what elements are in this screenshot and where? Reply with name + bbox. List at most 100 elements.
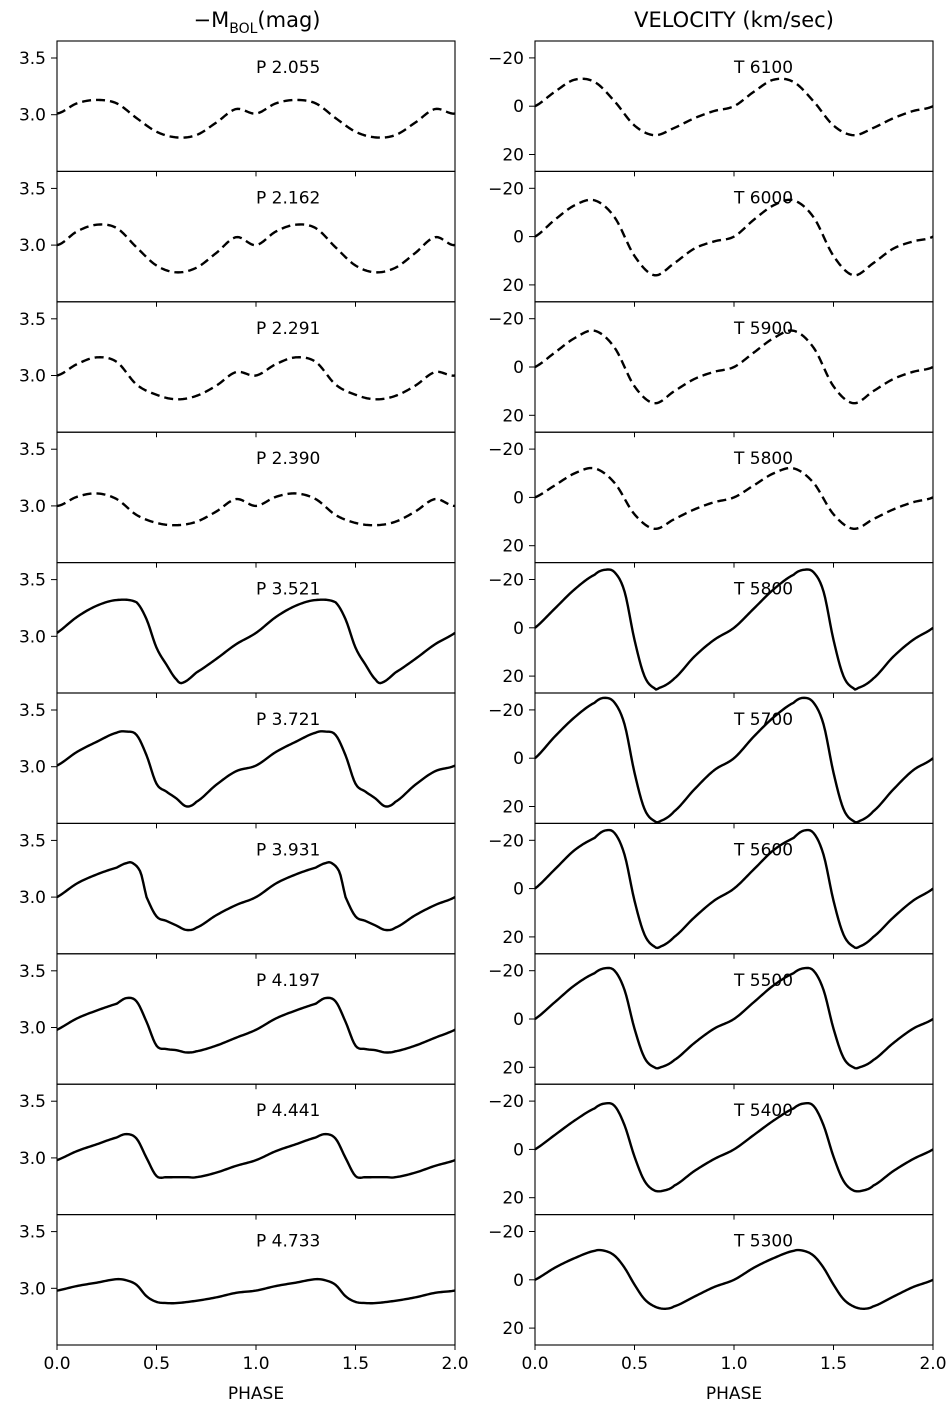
x-tick-label: 0.0 <box>521 1354 548 1374</box>
panel-label: P 3.721 <box>256 710 320 730</box>
panel-velocity-3: 20 0 −20 T 5900 <box>488 301 934 438</box>
y-tick-label: 0 <box>513 1140 524 1160</box>
y-tick-label: −20 <box>488 831 524 851</box>
series-line <box>56 1277 456 1305</box>
x-tick-label: 1.0 <box>242 1354 269 1374</box>
x-tick-label: 0.5 <box>621 1354 648 1374</box>
x-axis-label: PHASE <box>706 1384 762 1404</box>
y-tick-label: 3.5 <box>19 440 46 460</box>
y-tick-label: 3.5 <box>19 962 46 982</box>
series-line <box>534 568 934 691</box>
y-tick-label: −20 <box>488 1223 524 1243</box>
panel-label: T 5800 <box>733 580 793 600</box>
left-column-title-subscript: BOL <box>229 21 257 37</box>
y-tick-label: 3.5 <box>19 571 46 591</box>
y-tick-label: −20 <box>488 440 524 460</box>
panel-magnitude-8: 3.5 3.0 P 4.197 <box>19 953 456 1090</box>
velocity-column: 20 0 −20 T 6100 20 0 −20 T 6000 20 0 −20 T 5900 20 0 −… <box>488 40 947 1404</box>
y-tick-label: 3.5 <box>19 1223 46 1243</box>
y-tick-label: 0 <box>513 749 524 769</box>
y-tick-label: 3.0 <box>19 367 46 387</box>
panel-magnitude-6: 3.5 3.0 P 3.721 <box>19 692 456 829</box>
panel-velocity-8: 20 0 −20 T 5500 <box>488 953 934 1090</box>
series-line <box>534 966 934 1070</box>
panel-velocity-2: 20 0 −20 T 6000 <box>488 170 934 307</box>
panel-label: P 2.291 <box>256 319 320 339</box>
y-tick-label: 20 <box>502 537 524 557</box>
panel-magnitude-4: 3.5 3.0 P 2.390 <box>19 431 456 568</box>
panel-magnitude-1: 3.5 3.0 P 2.055 <box>19 40 456 177</box>
y-tick-label: 0 <box>513 880 524 900</box>
y-tick-label: 3.0 <box>19 1019 46 1039</box>
y-tick-label: −20 <box>488 310 524 330</box>
series-line <box>56 98 456 139</box>
y-tick-label: 3.0 <box>19 1149 46 1169</box>
series-line <box>534 1248 934 1310</box>
series-line <box>534 198 934 277</box>
x-tick-label: 0.0 <box>43 1354 70 1374</box>
panel-velocity-4: 20 0 −20 T 5800 <box>488 431 934 568</box>
x-tick-label: 2.0 <box>919 1354 946 1374</box>
x-tick-label: 0.5 <box>143 1354 170 1374</box>
y-tick-label: 3.0 <box>19 888 46 908</box>
x-tick-label: 1.5 <box>342 1354 369 1374</box>
series-line <box>534 329 934 405</box>
y-tick-label: 20 <box>502 667 524 687</box>
panel-label: P 4.733 <box>256 1232 320 1252</box>
y-tick-label: −20 <box>488 49 524 69</box>
series-line <box>534 466 934 531</box>
y-tick-label: 3.0 <box>19 106 46 126</box>
y-tick-label: 3.0 <box>19 497 46 517</box>
y-tick-label: 20 <box>502 406 524 426</box>
y-tick-label: 20 <box>502 797 524 817</box>
series-line <box>56 730 456 808</box>
y-tick-label: 3.5 <box>19 701 46 721</box>
y-tick-label: −20 <box>488 1092 524 1112</box>
series-line <box>56 356 456 401</box>
x-tick-label: 1.0 <box>720 1354 747 1374</box>
panel-label: T 6000 <box>733 188 793 208</box>
series-line <box>534 77 934 137</box>
panel-label: T 5300 <box>733 1232 793 1252</box>
panel-label: T 6100 <box>733 58 793 78</box>
panel-magnitude-9: 3.5 3.0 P 4.441 <box>19 1083 456 1220</box>
y-tick-label: 3.5 <box>19 310 46 330</box>
y-tick-label: 20 <box>502 276 524 296</box>
series-line <box>56 598 456 685</box>
series-line <box>534 1101 934 1193</box>
y-tick-label: 3.5 <box>19 831 46 851</box>
right-column-title: VELOCITY (km/sec) <box>634 8 834 32</box>
panel-label: P 3.521 <box>256 580 320 600</box>
panel-magnitude-5: 3.5 3.0 P 3.521 <box>19 562 456 698</box>
series-line <box>56 1132 456 1179</box>
panel-label: P 3.931 <box>256 840 320 860</box>
series-line <box>56 861 456 932</box>
panel-label: T 5900 <box>733 319 793 339</box>
panel-magnitude-10: 3.5 3.0 P 4.733 <box>19 1214 456 1350</box>
y-tick-label: 20 <box>502 1189 524 1209</box>
panel-label: T 5800 <box>733 449 793 469</box>
series-line <box>56 492 456 527</box>
y-tick-label: 0 <box>513 228 524 248</box>
x-tick-label: 2.0 <box>441 1354 468 1374</box>
y-tick-label: 3.0 <box>19 627 46 647</box>
y-tick-label: 3.0 <box>19 758 46 778</box>
panel-magnitude-2: 3.5 3.0 P 2.162 <box>19 170 456 307</box>
y-tick-label: 0 <box>513 1271 524 1291</box>
y-tick-label: 0 <box>513 358 524 378</box>
y-tick-label: −20 <box>488 962 524 982</box>
y-tick-label: 0 <box>513 619 524 639</box>
y-tick-label: 20 <box>502 1058 524 1078</box>
panel-label: T 5500 <box>733 971 793 991</box>
y-tick-label: 20 <box>502 145 524 165</box>
y-tick-label: 3.0 <box>19 236 46 256</box>
panel-velocity-7: 200−20 T 5600 <box>488 822 934 959</box>
panel-label: P 4.197 <box>256 971 320 991</box>
series-line <box>534 696 934 824</box>
panel-velocity-6: 200−20 T 5700 <box>488 692 934 829</box>
panel-label: P 2.390 <box>256 449 320 469</box>
panel-label: P 4.441 <box>256 1101 320 1121</box>
x-axis-label: PHASE <box>228 1384 284 1404</box>
